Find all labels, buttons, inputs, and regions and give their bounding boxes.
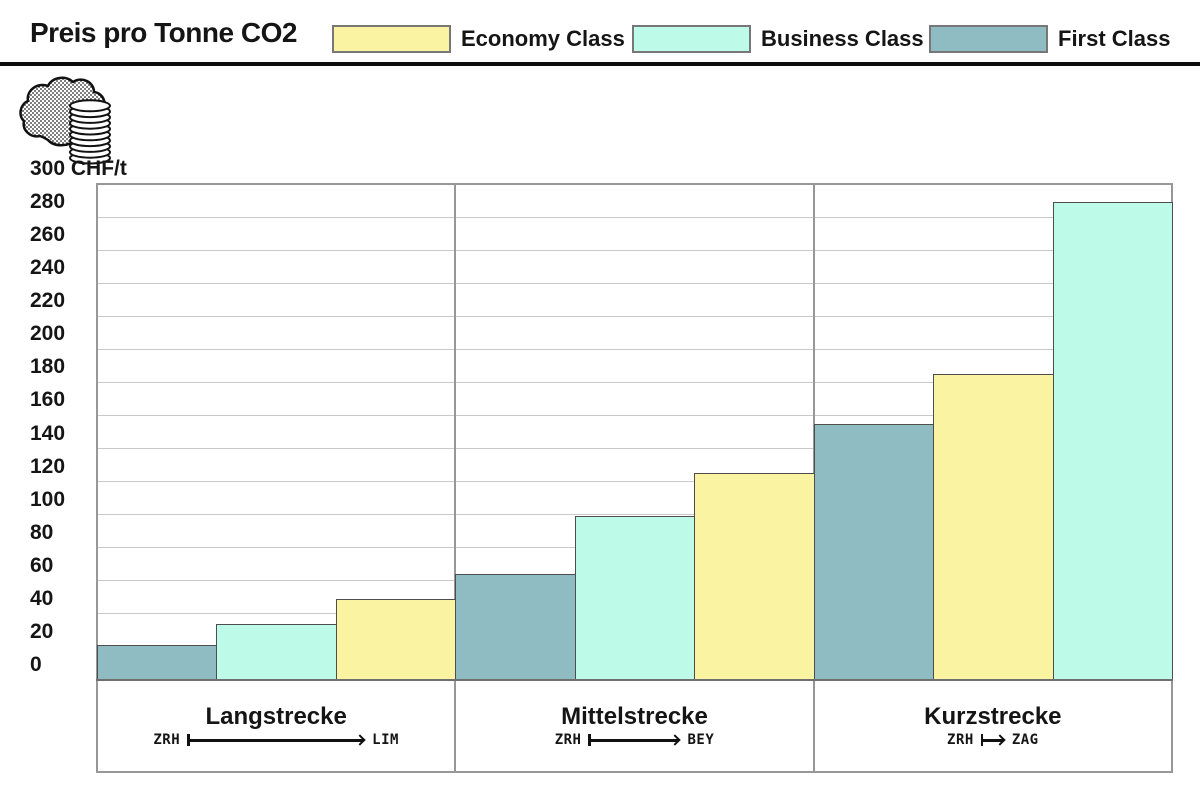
route-to-code: LIM	[372, 732, 399, 748]
route-from-code: ZRH	[947, 732, 974, 748]
bar-kurzstrecke-first-class	[813, 423, 935, 681]
business-class-swatch-icon	[632, 25, 751, 53]
y-tick-label-240: 240	[30, 256, 66, 280]
y-tick-label-260: 260	[30, 223, 66, 247]
route-arrow-icon	[187, 733, 366, 747]
grid-line-260	[97, 249, 1172, 251]
y-tick-label-0: 0	[30, 653, 42, 676]
y-tick-label-20: 20	[30, 619, 54, 643]
first-class-swatch-icon	[929, 25, 1048, 53]
grid-line-280	[97, 216, 1172, 218]
header-divider-rule	[0, 62, 1200, 66]
y-tick-label-60: 60	[30, 553, 54, 577]
co2-cloud-coins-icon	[18, 74, 118, 166]
bar-mittelstrecke-business-class	[574, 516, 696, 681]
route-label-mittelstrecke: ZRH BEY	[455, 732, 813, 748]
y-tick-label-220: 220	[30, 289, 66, 313]
y-axis-unit-label: 300 CHF/t	[30, 157, 127, 180]
y-tick-label-40: 40	[30, 586, 54, 610]
route-label-langstrecke: ZRH LIM	[97, 732, 455, 748]
page-title: Preis pro Tonne CO2	[30, 17, 297, 48]
category-label-mittelstrecke: Mittelstrecke	[561, 703, 708, 730]
bar-mittelstrecke-economy-class	[694, 473, 815, 681]
grid-line-220	[97, 315, 1172, 317]
y-tick-label-180: 180	[30, 355, 66, 379]
grid-line-100	[97, 514, 1172, 516]
route-to-code: ZAG	[1011, 732, 1039, 748]
route-from-code: ZRH	[153, 732, 181, 748]
route-arrow-icon	[980, 733, 1006, 747]
route-label-kurzstrecke: ZRH ZAG	[814, 732, 1172, 748]
label-band-bottom-border	[96, 771, 1173, 773]
y-tick-label-100: 100	[30, 487, 66, 511]
legend-label-first-class: First Class	[1058, 26, 1171, 51]
bar-langstrecke-business-class	[216, 623, 337, 681]
bar-kurzstrecke-economy-class	[933, 374, 1054, 681]
bar-langstrecke-economy-class	[335, 598, 457, 681]
grid-line-180	[97, 381, 1172, 383]
legend-item-economy-class: Economy Class	[332, 25, 625, 53]
category-label-langstrecke: Langstrecke	[205, 703, 347, 730]
bar-mittelstrecke-first-class	[455, 574, 576, 681]
grid-line-240	[97, 282, 1172, 284]
group-divider-1	[454, 184, 457, 772]
plot-top-border	[96, 183, 1173, 185]
legend-item-business-class: Business Class	[632, 25, 924, 53]
route-from-code: ZRH	[554, 732, 582, 748]
grid-line-140	[97, 448, 1172, 450]
category-label-kurzstrecke: Kurzstrecke	[924, 703, 1062, 730]
route-to-code: BEY	[687, 732, 715, 748]
grid-line-160	[97, 414, 1172, 416]
y-tick-label-140: 140	[30, 421, 66, 445]
y-tick-label-80: 80	[30, 520, 54, 544]
y-tick-label-280: 280	[30, 190, 66, 214]
y-tick-label-160: 160	[30, 388, 66, 412]
legend-label-economy-class: Economy Class	[461, 26, 625, 51]
x-axis-line	[96, 679, 1173, 681]
economy-class-swatch-icon	[332, 25, 451, 53]
legend-label-business-class: Business Class	[761, 26, 924, 51]
bar-kurzstrecke-business-class	[1052, 202, 1173, 681]
y-tick-label-200: 200	[30, 322, 66, 346]
bar-langstrecke-first-class	[97, 645, 218, 681]
legend-item-first-class: First Class	[929, 25, 1171, 53]
grid-line-120	[97, 481, 1172, 483]
grid-line-200	[97, 348, 1172, 350]
y-axis-line	[96, 184, 98, 772]
route-arrow-icon	[588, 733, 682, 747]
y-tick-label-120: 120	[30, 454, 66, 478]
